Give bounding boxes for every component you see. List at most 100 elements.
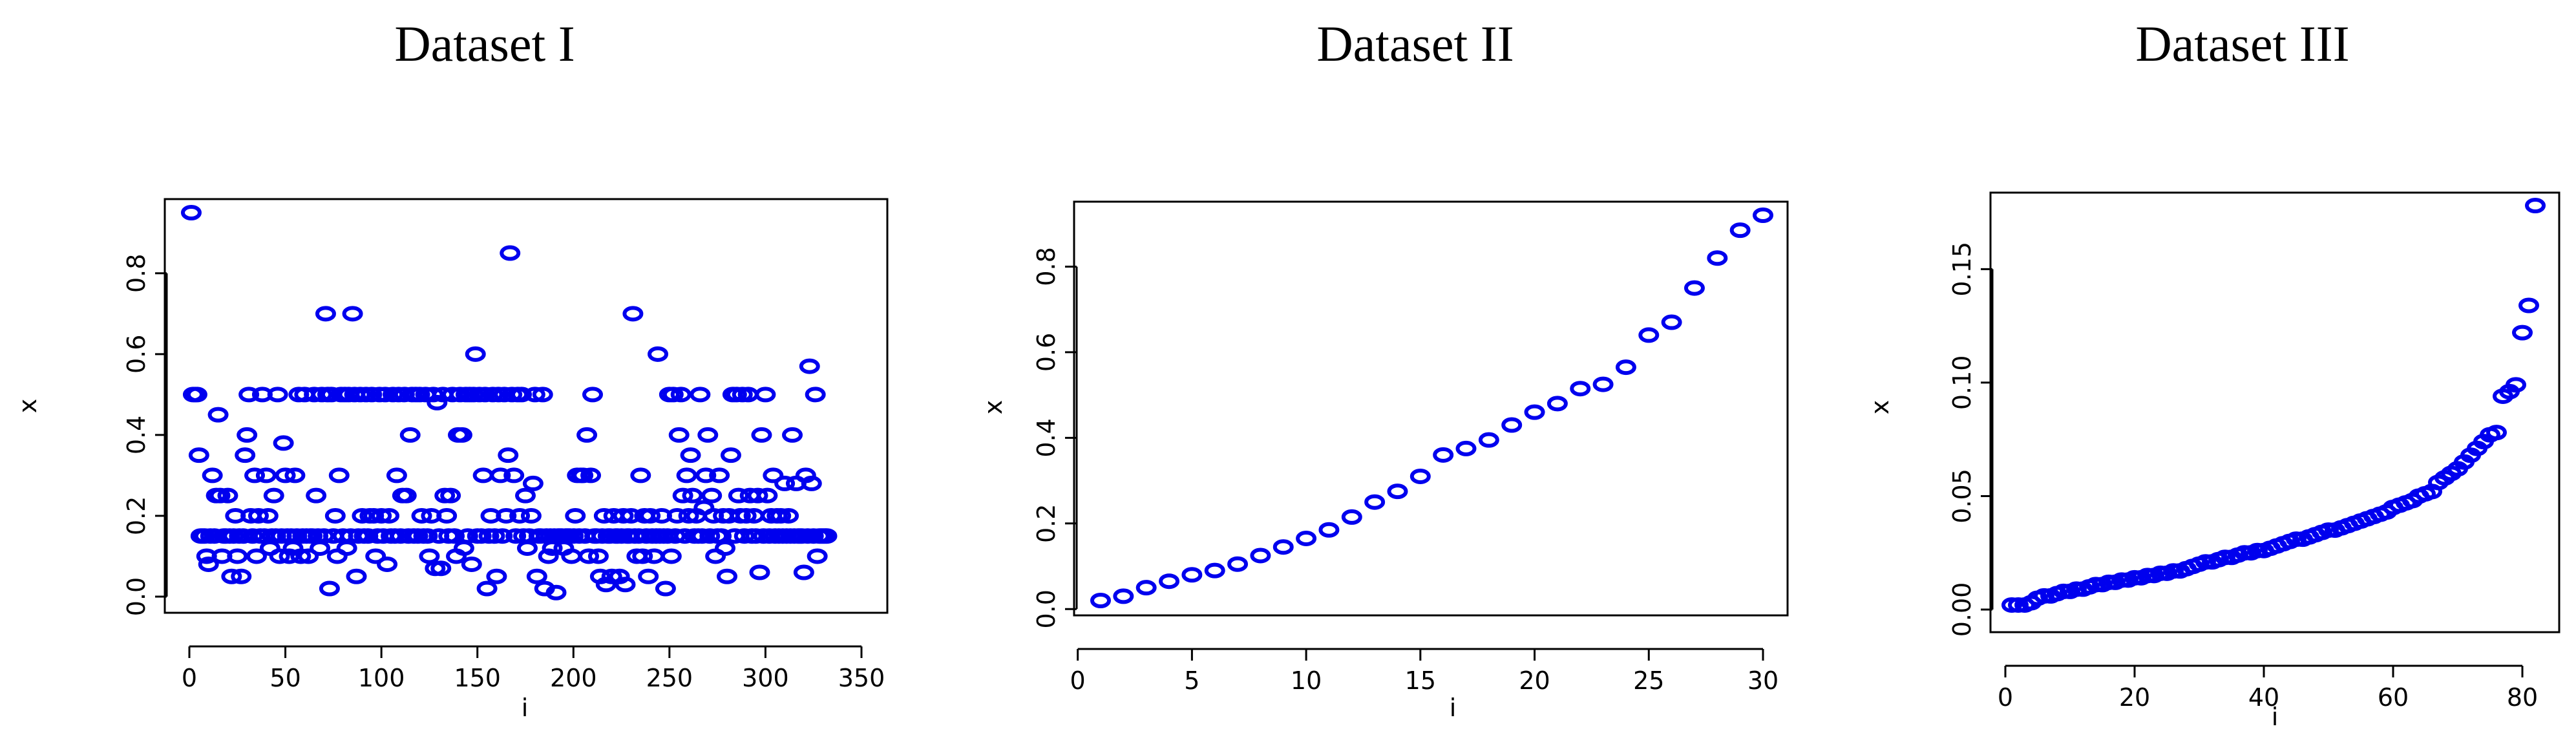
data-point: [1296, 530, 1317, 546]
data-point: [2518, 297, 2539, 314]
data-point: [511, 387, 533, 403]
data-point: [690, 387, 711, 403]
data-point: [580, 467, 602, 484]
y-tick-label: 0.0: [122, 577, 151, 616]
data-point: [231, 568, 252, 584]
data-point: [298, 548, 319, 564]
x-tick-label: 10: [1291, 666, 1322, 695]
data-point: [805, 387, 826, 403]
data-point: [1387, 484, 1408, 500]
data-point: [734, 528, 755, 544]
data-point: [399, 427, 421, 443]
data-point: [306, 487, 327, 504]
y-tick-label: 0.6: [122, 335, 151, 374]
data-point: [587, 548, 609, 564]
data-point: [799, 358, 820, 374]
data-point: [1090, 593, 1111, 608]
x-axis-label-dataset-3: i: [2272, 703, 2279, 731]
x-tick-label: 20: [2119, 683, 2150, 712]
data-point: [680, 447, 701, 463]
data-point: [242, 528, 264, 544]
data-point: [1204, 562, 1225, 579]
x-tick-label: 30: [1747, 666, 1779, 695]
data-point: [457, 528, 478, 544]
data-point: [255, 467, 277, 484]
x-axis-dataset-3: 0 20 40 60 80: [1998, 664, 2538, 712]
panel-dataset-2: Dataset II 0 5 10 15 20 25 30 0.00.20.40.60.8 …: [979, 16, 1789, 722]
data-point: [578, 548, 600, 564]
data-point: [1250, 547, 1271, 564]
data-point: [576, 427, 598, 443]
data-point: [492, 528, 513, 544]
points-dataset-2: [1090, 207, 1773, 608]
data-point: [436, 507, 458, 524]
data-point: [632, 548, 653, 564]
data-point: [417, 528, 438, 544]
y-tick-label: 0.15: [1948, 242, 1976, 297]
data-point: [757, 487, 778, 504]
x-tick-label: 25: [1633, 666, 1664, 695]
data-point: [1227, 556, 1249, 572]
points-dataset-1: [180, 205, 838, 601]
x-tick-label: 300: [742, 664, 789, 692]
data-point: [655, 580, 676, 597]
data-point: [505, 528, 527, 544]
data-point: [699, 528, 721, 544]
y-tick-label: 0.00: [1948, 582, 1976, 637]
data-point: [396, 487, 417, 504]
data-point: [1341, 509, 1362, 525]
panel-dataset-3: Dataset III 0 20 40 60 80 0.00 0.05 0.10 0.15 i…: [1866, 16, 2560, 731]
data-point: [538, 548, 559, 564]
data-point: [749, 564, 770, 580]
data-point: [500, 245, 521, 261]
data-point: [235, 447, 256, 463]
data-point: [476, 580, 498, 597]
x-axis-label-dataset-1: i: [522, 694, 529, 722]
y-tick-label: 0.8: [122, 254, 151, 293]
title-dataset-3: Dataset III: [2135, 16, 2349, 72]
x-tick-label: 150: [454, 664, 501, 692]
x-tick-label: 100: [358, 664, 405, 692]
y-tick-label: 0.05: [1948, 469, 1976, 524]
data-point: [770, 507, 792, 524]
data-point: [565, 507, 586, 524]
data-point: [198, 556, 219, 572]
data-point: [202, 467, 223, 484]
plot-frame-dataset-2: [1073, 200, 1789, 617]
x-tick-label: 20: [1519, 666, 1550, 695]
data-point: [1615, 359, 1636, 376]
data-point: [666, 507, 688, 524]
data-point: [496, 507, 517, 524]
x-tick-label: 0: [1070, 666, 1086, 695]
data-point: [474, 387, 496, 403]
data-point: [1272, 539, 1294, 555]
y-axis-dataset-1: 0.0 0.2 0.4 0.6 0.8: [122, 254, 168, 616]
data-point: [221, 568, 242, 584]
data-point: [503, 467, 525, 484]
y-tick-label: 0.2: [1032, 504, 1061, 543]
y-tick-label: 0.2: [122, 496, 151, 535]
y-axis-label-dataset-3: x: [1866, 400, 1894, 415]
data-point: [440, 487, 461, 504]
data-point: [484, 528, 505, 544]
data-point: [793, 564, 814, 580]
data-point: [1409, 468, 1431, 484]
data-point: [630, 467, 651, 484]
y-axis-label-dataset-1: x: [14, 399, 42, 414]
data-point: [701, 487, 723, 504]
data-point: [1478, 432, 1499, 448]
y-axis-dataset-2: 0.0 0.2 0.4 0.6 0.8: [1032, 247, 1078, 628]
plot-frame-dataset-3: [1989, 191, 2560, 633]
data-point: [1684, 280, 1705, 296]
data-point: [1364, 494, 1386, 510]
points-dataset-3: [2001, 198, 2546, 613]
data-point: [545, 584, 567, 601]
data-point: [465, 346, 486, 362]
data-point: [532, 387, 553, 403]
data-point: [273, 435, 294, 451]
data-point: [1318, 522, 1340, 538]
y-tick-label: 0.4: [122, 416, 151, 454]
data-point: [763, 467, 784, 484]
